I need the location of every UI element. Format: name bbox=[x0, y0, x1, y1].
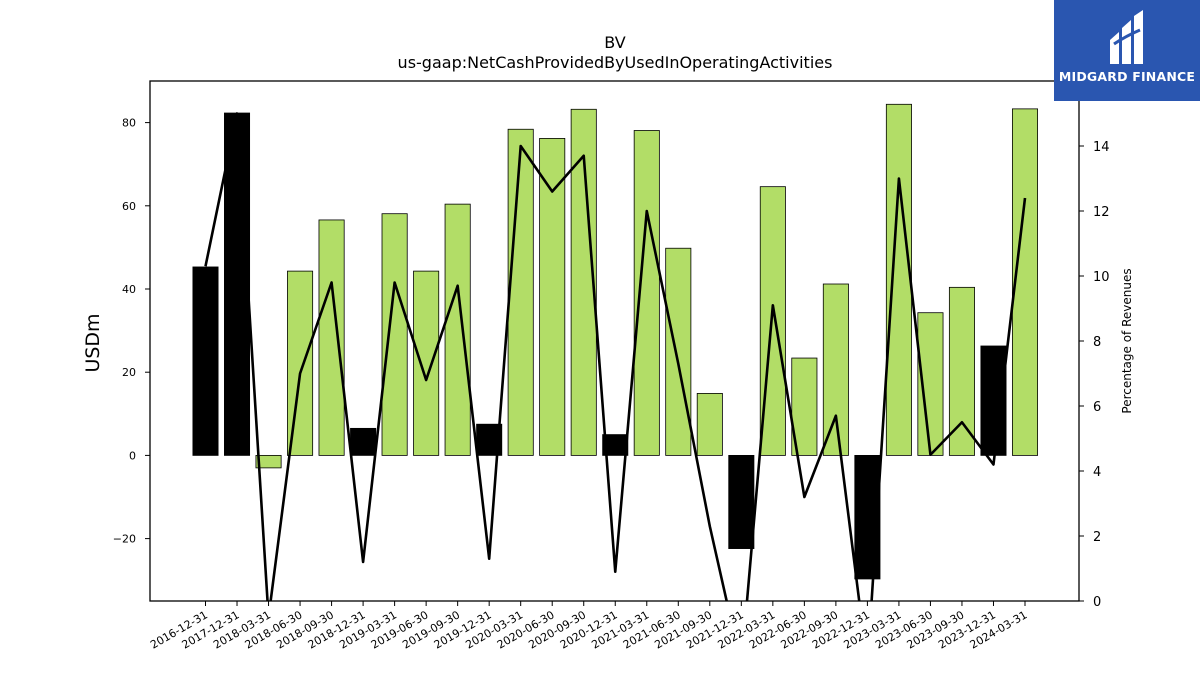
logo-mark-icon bbox=[1110, 10, 1143, 64]
bar bbox=[948, 286, 975, 456]
y2-tick-label: 2 bbox=[1093, 530, 1101, 545]
y2-tick-label: 14 bbox=[1093, 140, 1110, 155]
y2-tick-label: 0 bbox=[1093, 595, 1101, 610]
chart-subtitle: us-gaap:NetCashProvidedByUsedInOperating… bbox=[398, 53, 833, 72]
chart-title: BV bbox=[604, 33, 625, 52]
bar bbox=[1011, 108, 1039, 456]
bar bbox=[633, 130, 660, 456]
y-tick-label: 0 bbox=[129, 449, 136, 462]
bar bbox=[350, 427, 377, 456]
bar bbox=[696, 393, 723, 456]
bar bbox=[822, 283, 849, 456]
y-tick-label: 20 bbox=[122, 366, 136, 379]
bar bbox=[413, 270, 440, 456]
y2-tick-label: 10 bbox=[1093, 270, 1110, 285]
bar bbox=[224, 112, 251, 456]
y-axis-label: USDm bbox=[82, 313, 104, 372]
bar bbox=[381, 213, 408, 456]
y-tick-label: 60 bbox=[122, 200, 136, 213]
bar bbox=[287, 270, 314, 456]
y2-tick-label: 12 bbox=[1093, 205, 1110, 220]
bar bbox=[444, 203, 471, 456]
bar bbox=[602, 434, 629, 456]
bar bbox=[192, 266, 219, 456]
y-tick-label: 80 bbox=[122, 117, 136, 130]
y2-tick-label: 8 bbox=[1093, 335, 1101, 350]
bar bbox=[255, 454, 282, 469]
bar bbox=[728, 454, 755, 549]
y2-axis-label: Percentage of Revenues bbox=[1120, 268, 1134, 413]
bar bbox=[665, 247, 692, 456]
y2-tick-label: 6 bbox=[1093, 400, 1101, 415]
bar bbox=[507, 128, 534, 456]
midgard-finance-logo: MIDGARD FINANCE bbox=[1054, 0, 1200, 101]
bar bbox=[539, 138, 566, 456]
y2-tick-label: 4 bbox=[1093, 465, 1101, 480]
y-tick-label: 40 bbox=[122, 283, 136, 296]
bar bbox=[885, 103, 912, 456]
bar bbox=[318, 219, 345, 456]
y-tick-label: −20 bbox=[113, 533, 136, 546]
line-series bbox=[204, 112, 1027, 601]
plot-frame bbox=[149, 80, 1080, 602]
logo-text: MIDGARD FINANCE bbox=[1058, 69, 1196, 84]
